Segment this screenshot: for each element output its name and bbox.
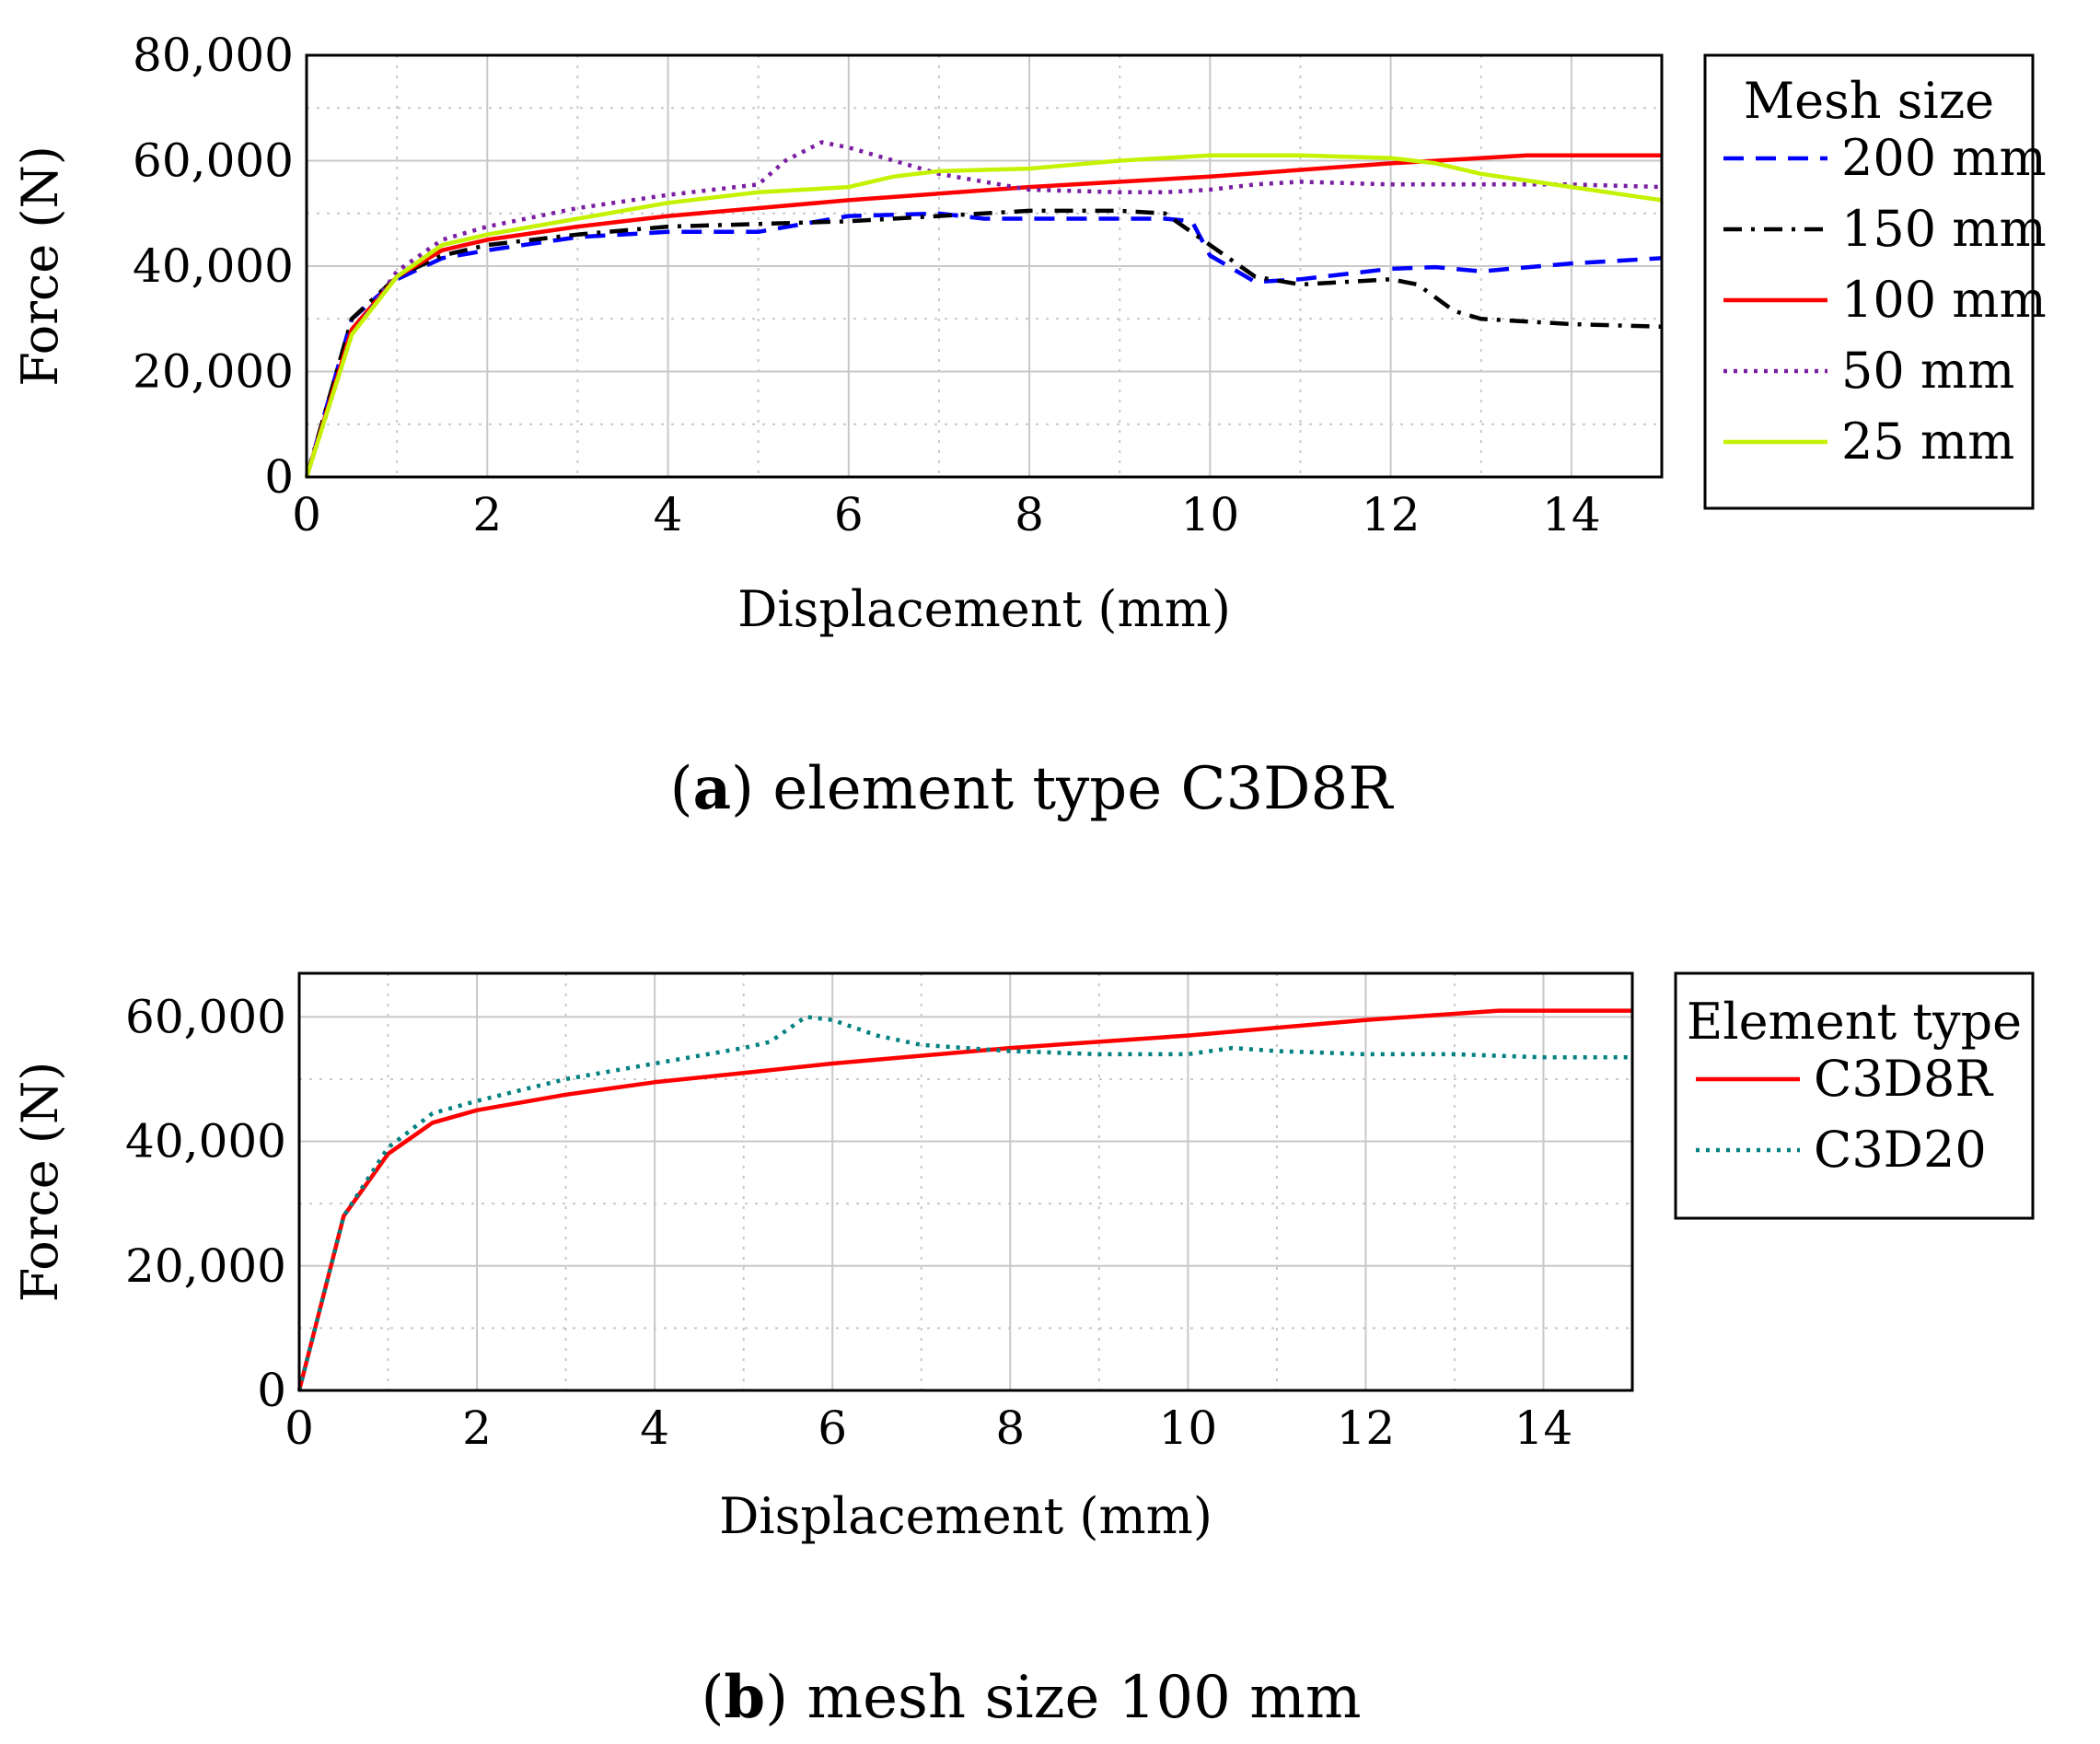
series-line-100-mm <box>304 153 1662 478</box>
legend-entry-label: C3D8R <box>1814 1050 1993 1108</box>
legend-entry-label: 50 mm <box>1841 342 2014 400</box>
y-tick-label: 40,000 <box>125 1115 286 1168</box>
series-line-c3d20 <box>296 1015 1632 1391</box>
y-axis-label-panel-b: Force (N) <box>11 1062 69 1303</box>
series-panel-b <box>296 1008 1632 1391</box>
grid-panel-a <box>306 54 1662 478</box>
caption-panel-b: (b) mesh size 100 mm <box>701 1663 1361 1732</box>
y-tick-label: 60,000 <box>125 990 286 1043</box>
caption-label-panel-a: a <box>693 754 731 823</box>
x-tick-label: 6 <box>818 1401 847 1455</box>
chart-panel-b: 0 2 4 6 8 10 12 14 0 20,000 40,000 60,000 Displace… <box>11 971 2035 1732</box>
caption-text-panel-b: mesh size 100 mm <box>788 1664 1361 1732</box>
series-panel-a <box>304 140 1663 478</box>
series-line-150-mm <box>304 208 1663 478</box>
y-tick-label: 60,000 <box>133 134 294 188</box>
x-tick-label: 0 <box>292 488 321 541</box>
legend-panel-a: Mesh size 200 mm 150 mm 100 mm 50 mm 25 mm <box>1703 53 2047 510</box>
x-tick-label: 2 <box>462 1401 492 1455</box>
legend-title-panel-b: Element type <box>1687 993 2022 1051</box>
series-line-200-mm <box>304 211 1663 478</box>
y-tick-label: 80,000 <box>133 29 294 82</box>
x-tick-label: 8 <box>995 1401 1025 1455</box>
legend-entry-label: 200 mm <box>1841 129 2047 187</box>
x-axis-label-panel-b: Displacement (mm) <box>719 1487 1212 1545</box>
x-tick-label: 14 <box>1542 488 1601 541</box>
x-axis-label-panel-a: Displacement (mm) <box>737 580 1231 638</box>
x-tick-label: 8 <box>1015 488 1044 541</box>
legend-entries-panel-a: 200 mm 150 mm 100 mm 50 mm 25 mm <box>1723 129 2047 471</box>
caption-label-panel-b: b <box>724 1663 765 1732</box>
y-tick-label: 20,000 <box>125 1239 286 1293</box>
legend-box-panel-a <box>1703 53 2035 510</box>
grid-panel-b <box>298 973 1632 1391</box>
legend-title-panel-a: Mesh size <box>1744 72 1994 130</box>
legend-panel-b: Element type C3D8R C3D20 <box>1674 971 2035 1220</box>
legend-entry-label: 100 mm <box>1841 271 2047 329</box>
y-tick-label: 20,000 <box>133 345 294 399</box>
y-tick-label: 40,000 <box>133 239 294 293</box>
y-tick-label: 0 <box>257 1364 286 1417</box>
x-tick-label: 12 <box>1337 1401 1396 1455</box>
y-axis-label-panel-a: Force (N) <box>11 145 69 387</box>
x-tick-label: 6 <box>834 488 864 541</box>
legend-entry-label: 25 mm <box>1841 413 2014 471</box>
plot-frame-panel-b <box>297 971 1634 1392</box>
caption-text-panel-a: element type C3D8R <box>754 755 1394 823</box>
chart-panel-a: 0 2 4 6 8 10 12 14 0 20,000 40,000 60,000 80,000 Di… <box>11 29 2047 823</box>
x-tick-labels-panel-b: 0 2 4 6 8 10 12 14 <box>284 1401 1572 1455</box>
x-tick-label: 12 <box>1362 488 1421 541</box>
x-tick-label: 4 <box>654 488 683 541</box>
series-line-c3d8r <box>296 1008 1632 1391</box>
series-line-50-mm <box>304 140 1663 478</box>
x-tick-label: 0 <box>284 1401 314 1455</box>
x-tick-label: 10 <box>1181 488 1240 541</box>
legend-box-panel-b <box>1674 971 2035 1220</box>
y-tick-labels-panel-b: 0 20,000 40,000 60,000 <box>125 990 286 1417</box>
legend-entry-label: 150 mm <box>1841 200 2047 258</box>
x-tick-label: 14 <box>1514 1401 1573 1455</box>
caption-panel-a: (a) element type C3D8R <box>670 754 1395 823</box>
y-tick-label: 0 <box>264 450 294 504</box>
x-tick-labels-panel-a: 0 2 4 6 8 10 12 14 <box>292 488 1601 541</box>
x-tick-label: 10 <box>1159 1401 1218 1455</box>
x-tick-label: 2 <box>472 488 502 541</box>
y-tick-labels-panel-a: 0 20,000 40,000 60,000 80,000 <box>133 29 294 504</box>
plot-frame-panel-a <box>305 53 1664 479</box>
legend-entry-label: C3D20 <box>1814 1121 1987 1179</box>
legend-entries-panel-b: C3D8R C3D20 <box>1696 1050 1993 1179</box>
x-tick-label: 4 <box>640 1401 669 1455</box>
series-line-25-mm <box>304 153 1663 478</box>
